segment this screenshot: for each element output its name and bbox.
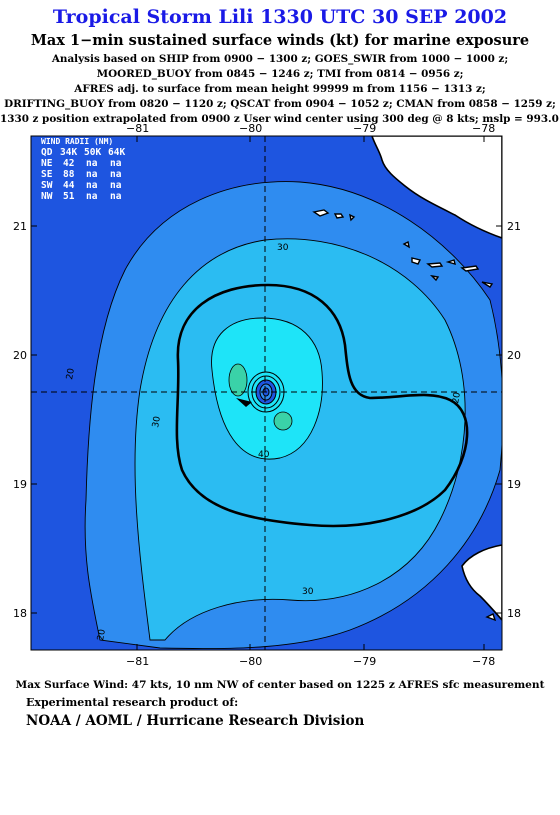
wind-radii-r64: na — [110, 191, 122, 202]
lon-tick-label: −78 — [472, 122, 495, 135]
lat-tick-label: 20 — [13, 349, 27, 362]
lat-tick-label: 18 — [13, 607, 27, 620]
islands — [312, 209, 494, 288]
wind-radii-quadrant: NW — [41, 191, 53, 202]
contour-label: 30 — [151, 415, 163, 428]
contour-label: 30 — [302, 587, 314, 597]
wind-radii-quadrant: NE — [41, 158, 53, 169]
wind-radii-quadrant: SE — [41, 169, 53, 180]
wind-radii-r64: na — [110, 180, 122, 191]
contour-label: 40 — [258, 450, 270, 460]
wind-radii-r34: 42 — [63, 158, 74, 169]
lat-tick-label: 18 — [507, 607, 521, 620]
lat-tick-label: 21 — [507, 220, 521, 233]
lat-tick-label: 20 — [507, 349, 521, 362]
lon-tick-label: −81 — [126, 655, 149, 668]
wind-radii-r34: 51 — [63, 191, 75, 202]
lon-ticks — [31, 136, 502, 650]
wind-field: 20 30 30 40 30 20 20 — [31, 136, 502, 650]
wind-radii-r34: 44 — [63, 180, 75, 191]
wind-radii-r50: na — [86, 158, 98, 169]
wind-radii-r50: na — [86, 180, 98, 191]
wind-radii-r64: na — [110, 158, 122, 169]
wind-max-spot — [273, 411, 293, 431]
wind-radii-header: QD — [41, 147, 53, 158]
organization-credit: NOAA / AOML / Hurricane Research Divisio… — [26, 713, 365, 729]
cuba-landmass — [371, 136, 502, 239]
lat-tick-label: 19 — [507, 478, 521, 491]
map-subtitle: Max 1−min sustained surface winds (kt) f… — [30, 32, 530, 49]
wind-radii-r50: na — [86, 191, 98, 202]
wind-radii-quadrant: SW — [41, 180, 53, 191]
wind-radii-r64: na — [110, 169, 122, 180]
analysis-line: 1330 z position extrapolated from 0900 z… — [0, 113, 560, 125]
lon-tick-label: −80 — [239, 655, 262, 668]
jamaica-landmass — [461, 544, 502, 622]
wind-radii-header: 34K — [60, 147, 77, 158]
lon-tick-label: −80 — [239, 122, 262, 135]
wind-radii-header: 50K — [84, 147, 101, 158]
radius-34kt-contour — [175, 283, 469, 528]
lat-tick-label: 19 — [13, 478, 27, 491]
map-title: Tropical Storm Lili 1330 UTC 30 SEP 2002 — [52, 6, 508, 28]
max-wind-note: Max Surface Wind: 47 kts, 10 nm NW of ce… — [15, 679, 545, 691]
contour-label: 30 — [277, 243, 289, 253]
experimental-note: Experimental research product of: — [26, 696, 239, 709]
wind-radii-r50: na — [86, 169, 98, 180]
map-frame — [30, 135, 503, 651]
analysis-line: DRIFTING_BUOY from 0820 − 1120 z; QSCAT … — [4, 98, 556, 110]
wind-max-spot — [228, 363, 248, 397]
analysis-line: Analysis based on SHIP from 0900 − 1300 … — [51, 53, 509, 65]
lon-tick-label: −79 — [353, 122, 376, 135]
wind-radii-table: WIND RADII (NM) QD 34K 50K 64K NE 42 na … — [41, 137, 125, 202]
contour-label: 20 — [451, 391, 463, 404]
wind-radii-header: 64K — [108, 147, 125, 158]
contour-label: 20 — [96, 628, 108, 641]
wind-radii-r34: 88 — [63, 169, 75, 180]
analysis-line: AFRES adj. to surface from mean height 9… — [74, 83, 486, 95]
lon-tick-label: −79 — [353, 655, 376, 668]
lon-tick-label: −81 — [126, 122, 149, 135]
analysis-sources: Analysis based on SHIP from 0900 − 1300 … — [0, 52, 560, 127]
contour-label: 20 — [65, 367, 77, 380]
analysis-line: MOORED_BUOY from 0845 − 1246 z; TMI from… — [96, 68, 464, 80]
wind-radii-title: WIND RADII (NM) — [41, 137, 113, 146]
lon-tick-label: −78 — [472, 655, 495, 668]
lat-tick-label: 21 — [13, 220, 27, 233]
